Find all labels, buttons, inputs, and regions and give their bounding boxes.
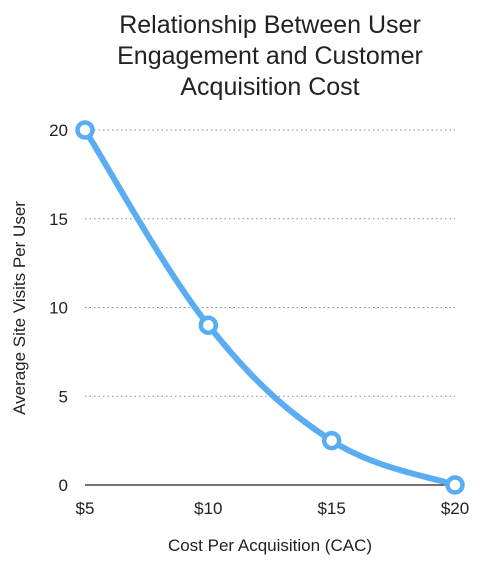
y-tick-label: 15 bbox=[49, 210, 68, 229]
gridlines bbox=[85, 129, 455, 397]
y-tick-label: 10 bbox=[49, 299, 68, 318]
data-point bbox=[198, 315, 219, 335]
x-tick-label: $15 bbox=[317, 499, 345, 518]
x-tick-label: $10 bbox=[194, 499, 222, 518]
chart-title-line-1: Relationship Between User bbox=[119, 11, 421, 39]
x-tick-label: $5 bbox=[76, 499, 95, 518]
y-tick-label: 0 bbox=[59, 476, 68, 495]
data-point bbox=[75, 120, 95, 140]
chart-title: Relationship Between User Engagement and… bbox=[0, 10, 486, 103]
series bbox=[75, 120, 465, 495]
y-tick-label: 5 bbox=[59, 387, 68, 406]
chart-title-line-2: Engagement and Customer bbox=[117, 42, 423, 70]
x-axis-label: Cost Per Acquisition (CAC) bbox=[168, 536, 372, 555]
x-tick-label: $20 bbox=[441, 499, 469, 518]
y-axis-label: Average Site Visits Per User bbox=[10, 201, 29, 415]
tick-labels: 0 5 10 15 20 $5 $10 $15 $20 bbox=[49, 121, 469, 518]
y-tick-label: 20 bbox=[49, 121, 68, 140]
data-point bbox=[321, 430, 342, 451]
data-point bbox=[445, 475, 465, 495]
chart-title-line-3: Acquisition Cost bbox=[180, 73, 360, 101]
series-line bbox=[82, 127, 458, 488]
